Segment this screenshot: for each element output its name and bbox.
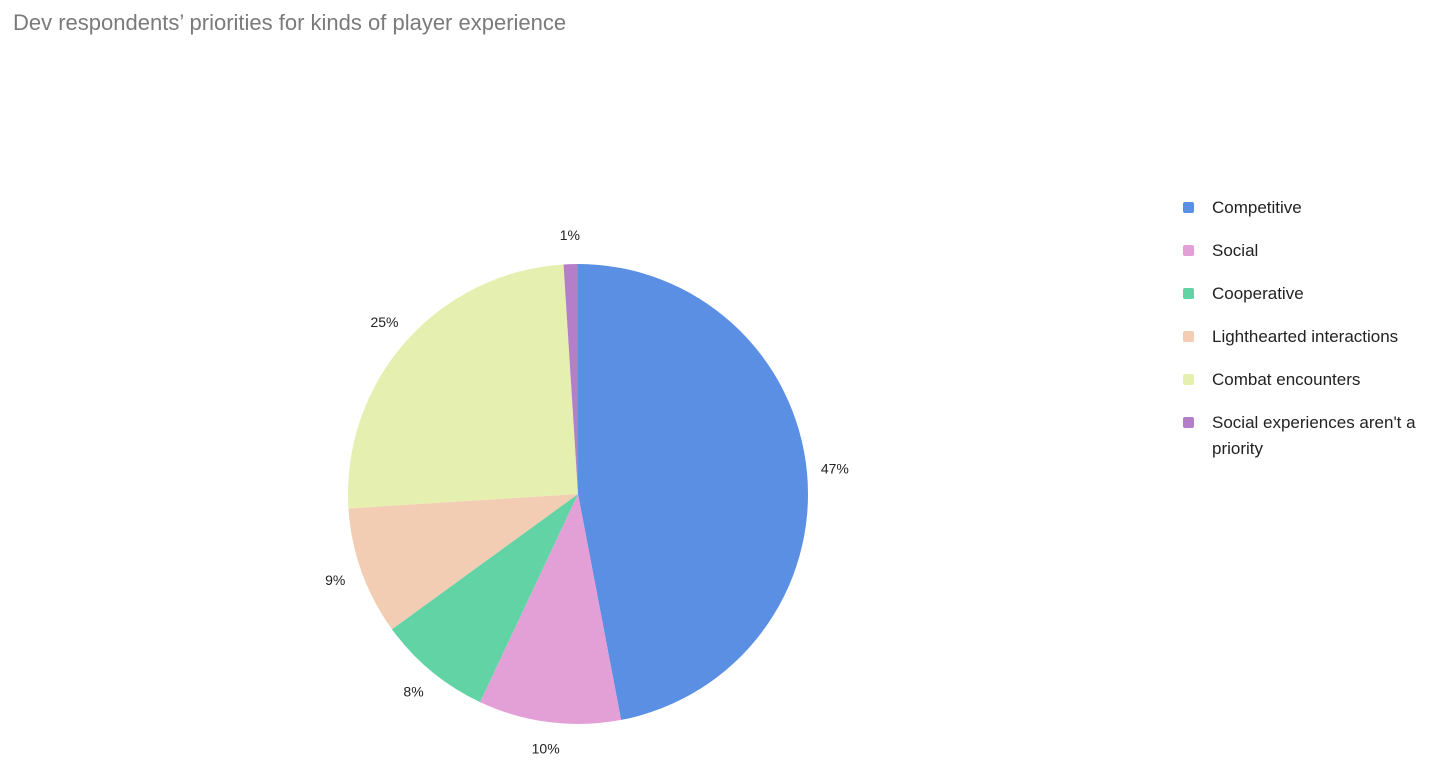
legend-item: Cooperative: [1183, 281, 1451, 307]
legend-item: Social: [1183, 238, 1451, 264]
legend-swatch: [1183, 417, 1194, 428]
legend-label: Lighthearted interactions: [1212, 327, 1399, 346]
legend-label: Social: [1212, 241, 1259, 260]
data-label: 10%: [532, 741, 560, 757]
legend: Competitive Social Cooperative Lighthearted…: [1183, 195, 1451, 479]
legend-swatch: [1183, 331, 1194, 342]
legend-label: Combat encounters: [1212, 370, 1361, 389]
data-label: 9%: [325, 572, 345, 588]
data-label: 25%: [370, 314, 398, 330]
data-label: 8%: [403, 683, 423, 699]
pie-slice: [563, 264, 578, 494]
chart-title: Dev respondents’ priorities for kinds of…: [13, 10, 567, 35]
legend-item: Combat encounters: [1183, 367, 1451, 393]
legend-item: Competitive: [1183, 195, 1451, 221]
data-label: 47%: [821, 460, 849, 476]
legend-item: Social experiences aren't a priority: [1183, 410, 1451, 462]
pie-slice: [480, 494, 622, 725]
legend-swatch: [1183, 374, 1194, 385]
legend-label: Cooperative: [1212, 284, 1304, 303]
legend-label: Competitive: [1212, 198, 1302, 217]
legend-swatch: [1183, 202, 1194, 213]
pie-slice: [578, 264, 808, 720]
data-label: 1%: [560, 227, 580, 243]
pie-slice: [348, 264, 578, 509]
legend-label: Social experiences aren't a priority: [1212, 413, 1416, 458]
pie-slice: [348, 494, 578, 630]
legend-swatch: [1183, 245, 1194, 256]
pie-slice: [391, 494, 578, 703]
legend-item: Lighthearted interactions: [1183, 324, 1451, 350]
legend-swatch: [1183, 288, 1194, 299]
